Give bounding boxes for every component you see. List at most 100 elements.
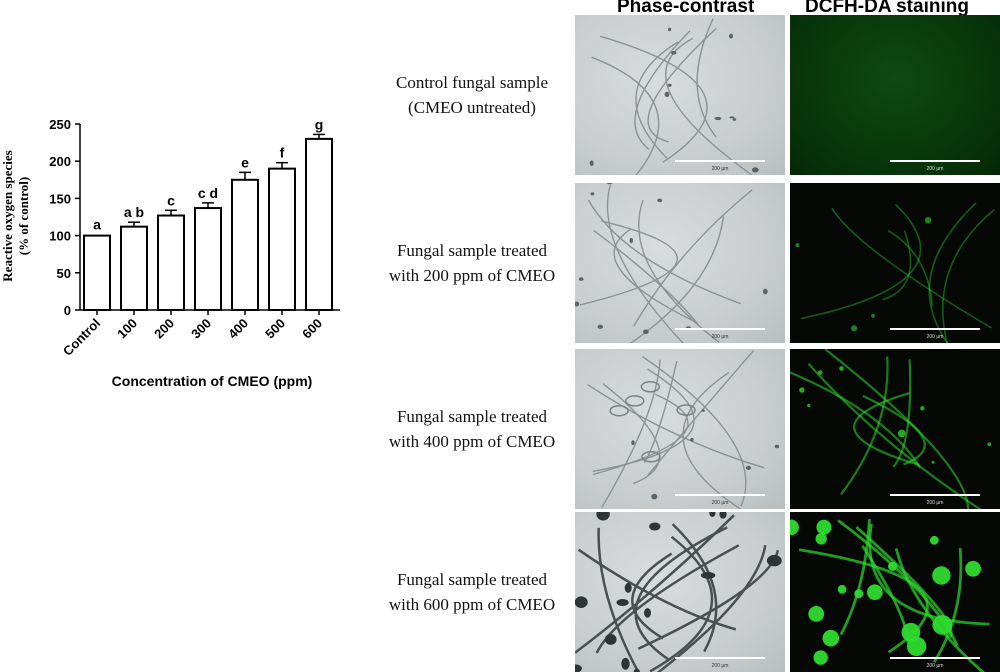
debris-particle (579, 277, 584, 281)
stained-hypha (832, 208, 992, 328)
micrograph-drawing: 200 µm (790, 512, 1000, 672)
significance-letter: a (93, 217, 101, 233)
scale-bar-label: 200 µm (712, 334, 729, 340)
debris-particle (591, 192, 595, 195)
fluorescent-spot (814, 650, 828, 664)
debris-particle (729, 116, 734, 118)
debris-particle (709, 512, 715, 517)
debris-particle (668, 28, 671, 32)
hypha (597, 545, 739, 653)
hypha (666, 38, 773, 175)
significance-letter: g (315, 116, 324, 132)
debris-particle (671, 51, 676, 55)
debris-particle (701, 572, 715, 579)
debris-particle (763, 289, 768, 295)
row-label-line2: with 600 ppm of CMEO (368, 592, 576, 617)
dcfh-da-image: 200 µm (790, 349, 1000, 509)
stained-hypha (943, 210, 995, 343)
fluorescent-spot (839, 366, 844, 371)
y-tick-label: 50 (57, 266, 71, 281)
row-label-line2: with 200 ppm of CMEO (368, 263, 576, 288)
fluorescent-spot (795, 243, 799, 247)
fluorescent-spot (823, 630, 840, 647)
x-tick-label: 100 (114, 316, 140, 342)
fluorescent-spot (902, 623, 921, 642)
debris-particle (690, 438, 693, 442)
fluorescent-spot (932, 566, 950, 584)
micrograph-drawing: 200 µm (575, 183, 785, 343)
debris-particle (729, 34, 733, 39)
fluorescent-spot (932, 461, 935, 464)
scale-bar-label: 200 µm (712, 663, 729, 669)
fluorescent-spot (932, 615, 952, 635)
scale-bar-label: 200 µm (927, 663, 944, 669)
y-axis-label-line2: (% of control) (16, 177, 31, 255)
debris-particle (621, 658, 629, 670)
fluorescent-spot (898, 430, 906, 438)
micrograph-drawing: 200 µm (790, 183, 1000, 343)
bar (84, 236, 110, 310)
y-tick-label: 150 (49, 191, 71, 206)
y-axis-label-line1: Reactive oxygen species (0, 150, 15, 281)
debris-particle (630, 238, 633, 244)
scale-bar-label: 200 µm (927, 166, 944, 172)
hypha (580, 221, 677, 305)
ros-bar-chart: Reactive oxygen species (% of control) 0… (0, 0, 360, 420)
phase-contrast-image: 200 µm (575, 349, 785, 509)
fluorescent-spot (816, 520, 831, 535)
fluorescent-spot (888, 562, 897, 571)
debris-particle (649, 523, 660, 531)
stained-hypha (801, 204, 921, 318)
stained-hypha (929, 203, 976, 343)
fluorescent-spot (818, 370, 823, 375)
bar (232, 180, 258, 310)
hypha (593, 394, 688, 474)
x-tick-label: 400 (225, 316, 251, 342)
fluorescent-spot (799, 387, 804, 392)
significance-letter: e (241, 154, 249, 170)
significance-letter: f (280, 145, 285, 161)
debris-particle (596, 512, 609, 521)
debris-particle (715, 117, 722, 120)
scale-bar-label: 200 µm (927, 500, 944, 506)
fluorescent-spot (965, 561, 981, 577)
fluorescent-spot (854, 589, 863, 598)
debris-particle (746, 466, 751, 470)
fluorescent-spot (838, 585, 847, 594)
micrograph-drawing: 200 µm (790, 349, 1000, 509)
bar (195, 208, 221, 310)
fluorescent-spot (808, 606, 824, 622)
swollen-hypha (641, 382, 659, 392)
dcfh-da-image: 200 µm (790, 15, 1000, 175)
debris-particle (665, 92, 670, 97)
hypha (635, 31, 690, 149)
dcfh-da-image: 200 µm (790, 512, 1000, 672)
scale-bar-label: 200 µm (712, 166, 729, 172)
debris-particle (575, 596, 588, 608)
row-label-line2: (CMEO untreated) (368, 95, 576, 120)
y-tick-label: 200 (49, 154, 71, 169)
debris-particle (644, 608, 651, 618)
significance-letter: a b (124, 204, 144, 220)
y-axis-label: Reactive oxygen species (% of control) (0, 150, 31, 281)
row-label-line1: Control fungal sample (368, 70, 576, 95)
swollen-hypha (610, 406, 628, 416)
fluorescent-spot (920, 406, 924, 410)
hypha (639, 200, 719, 342)
phase-contrast-image: 200 µm (575, 512, 785, 672)
x-axis-label: Concentration of CMEO (ppm) (112, 373, 313, 389)
row-label-line2: with 400 ppm of CMEO (368, 429, 576, 454)
debris-particle (598, 325, 604, 329)
fluorescent-spot (816, 533, 827, 544)
debris-particle (651, 494, 657, 500)
hypha (588, 385, 764, 468)
debris-particle (607, 183, 612, 184)
micrograph-drawing: 200 µm (790, 15, 1000, 175)
x-tick-label: Control (60, 316, 103, 359)
debris-particle (719, 512, 726, 519)
y-tick-label: 100 (49, 229, 71, 244)
debris-particle (733, 118, 737, 121)
